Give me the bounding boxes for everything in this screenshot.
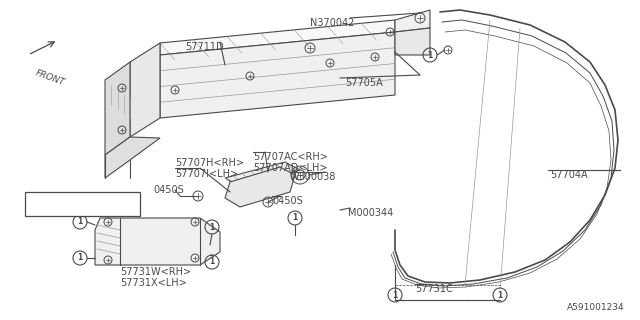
Text: 1: 1 xyxy=(35,199,40,209)
Text: 1: 1 xyxy=(209,222,214,231)
Text: 57707I<LH>: 57707I<LH> xyxy=(175,169,238,179)
Text: 1: 1 xyxy=(292,213,298,222)
Text: 0450S: 0450S xyxy=(153,185,184,195)
Text: 57711D: 57711D xyxy=(185,42,223,52)
Text: W140007: W140007 xyxy=(50,199,93,209)
Polygon shape xyxy=(225,167,295,207)
Text: 1: 1 xyxy=(428,51,433,60)
Text: 57707AC<RH>: 57707AC<RH> xyxy=(253,152,328,162)
Polygon shape xyxy=(130,43,160,137)
Text: 1: 1 xyxy=(497,291,502,300)
Polygon shape xyxy=(395,10,430,32)
Polygon shape xyxy=(160,20,395,55)
Text: A591001234: A591001234 xyxy=(568,303,625,312)
Polygon shape xyxy=(105,137,160,178)
Text: 1: 1 xyxy=(209,258,214,267)
Polygon shape xyxy=(225,162,300,186)
Polygon shape xyxy=(105,62,130,155)
Text: 57731C: 57731C xyxy=(415,284,452,294)
Text: M000344: M000344 xyxy=(348,208,393,218)
Text: 57707H<RH>: 57707H<RH> xyxy=(175,158,244,168)
Text: 57707AD<LH>: 57707AD<LH> xyxy=(253,163,328,173)
Polygon shape xyxy=(160,32,395,118)
Polygon shape xyxy=(395,28,430,55)
Text: 57731X<LH>: 57731X<LH> xyxy=(120,278,187,288)
Text: 57705A: 57705A xyxy=(345,78,383,88)
Text: N370042: N370042 xyxy=(310,18,355,28)
Text: 1: 1 xyxy=(392,291,397,300)
Text: FRONT: FRONT xyxy=(34,68,66,87)
Text: 0450S: 0450S xyxy=(272,196,303,206)
Text: W300038: W300038 xyxy=(290,172,337,182)
Text: 57731W<RH>: 57731W<RH> xyxy=(120,267,191,277)
Text: 1: 1 xyxy=(77,218,83,227)
Text: 1: 1 xyxy=(77,253,83,262)
FancyBboxPatch shape xyxy=(25,192,140,216)
Text: 57704A: 57704A xyxy=(550,170,588,180)
Polygon shape xyxy=(95,218,220,265)
